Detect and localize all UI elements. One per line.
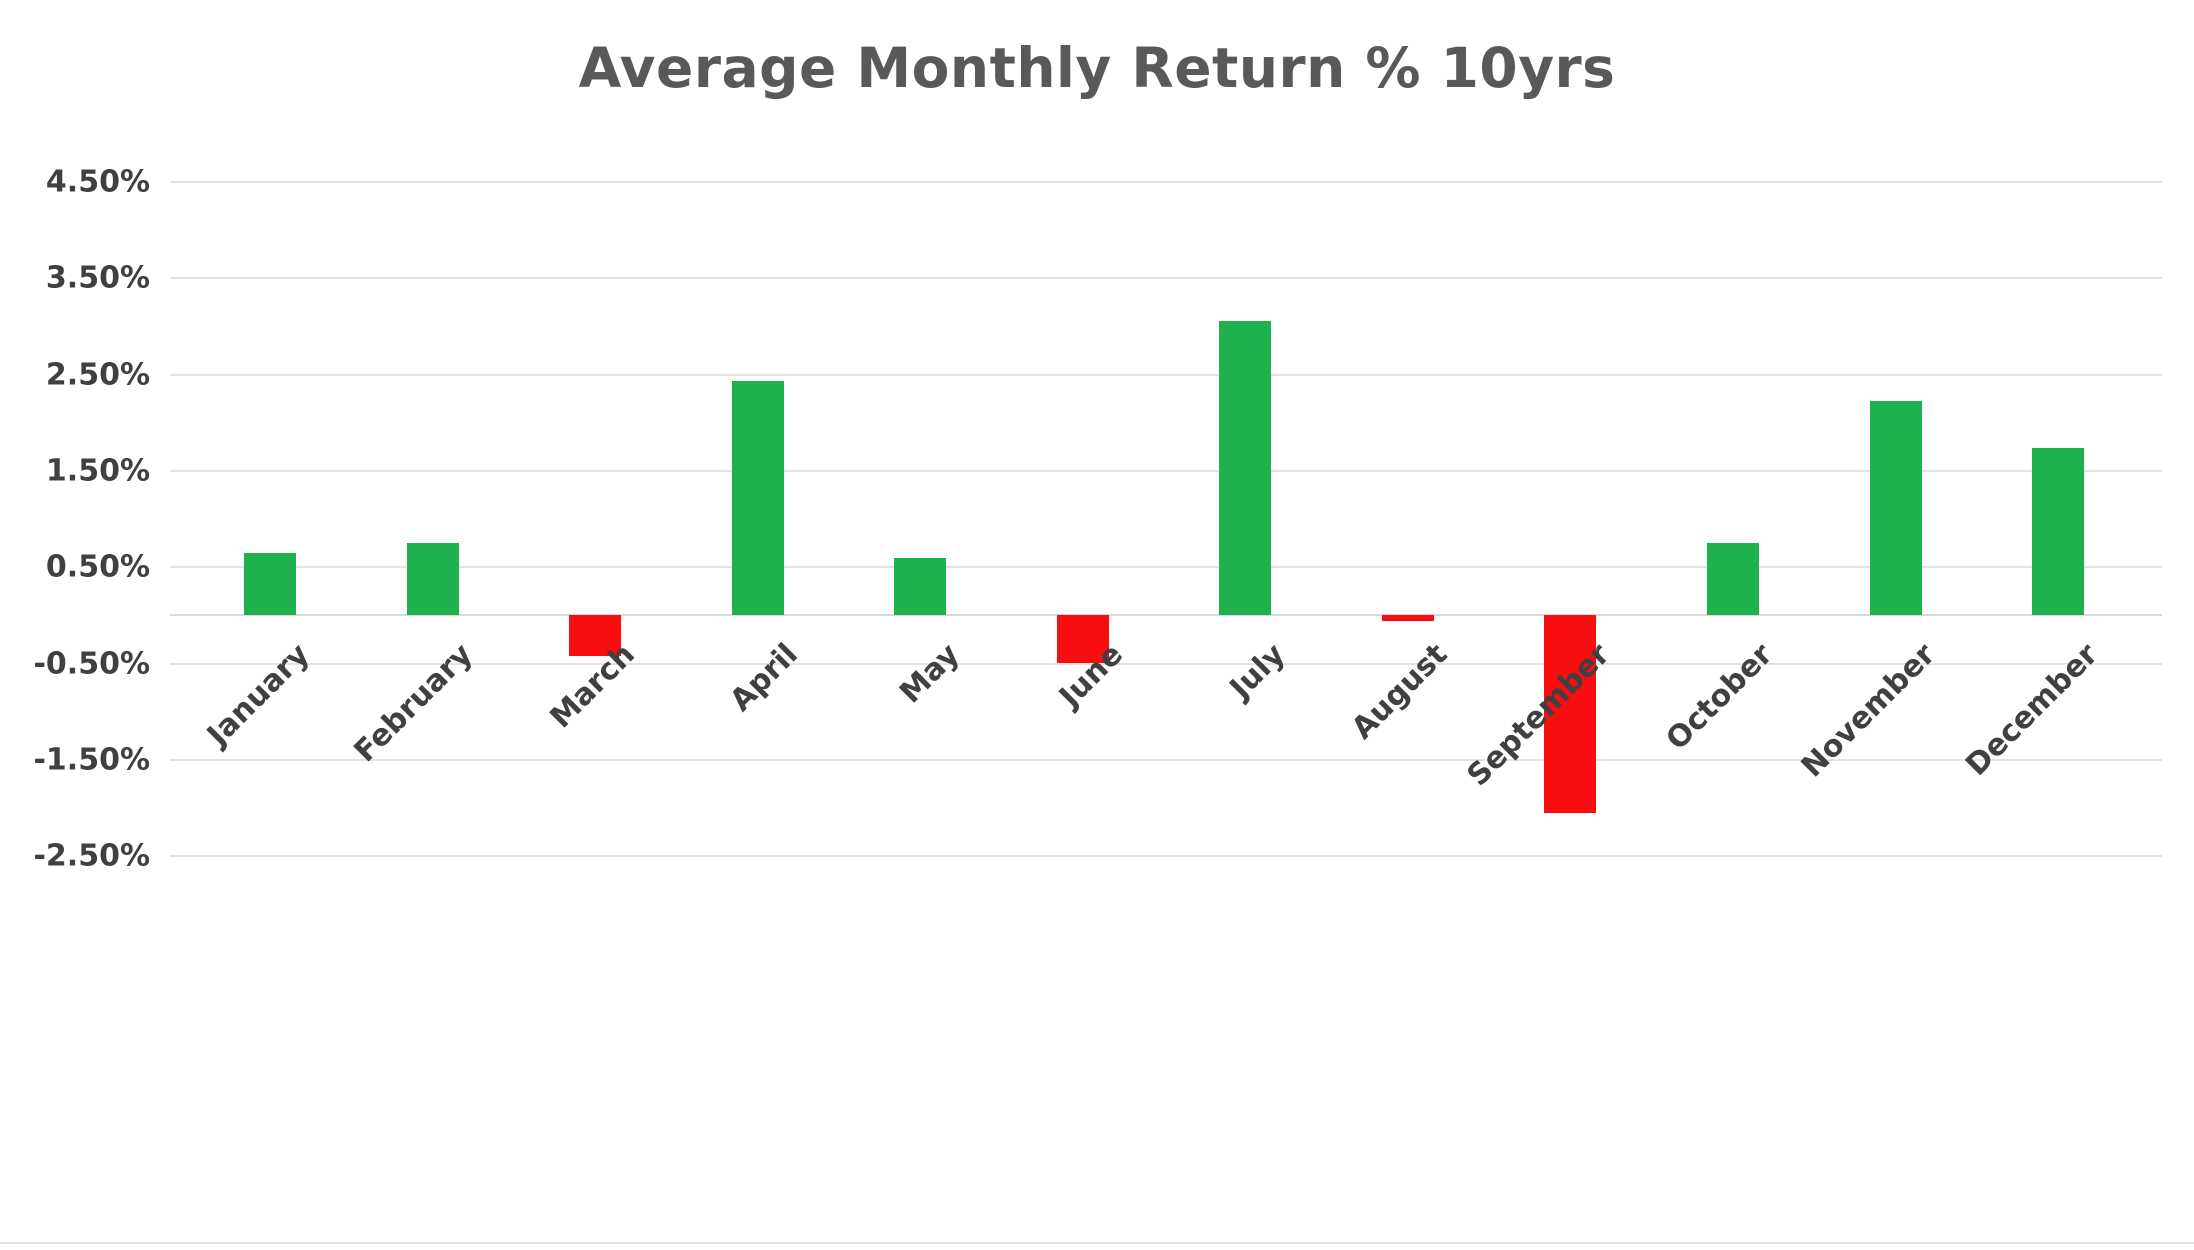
y-axis-tick-label: -2.50% bbox=[33, 838, 150, 874]
bar-may bbox=[894, 557, 947, 616]
x-axis-label: October bbox=[1659, 637, 1780, 758]
bar-october bbox=[1706, 543, 1759, 616]
bar-november bbox=[1869, 400, 1922, 616]
gridline bbox=[170, 373, 2162, 376]
y-axis-tick-label: 0.50% bbox=[45, 549, 150, 585]
y-axis-tick-label: -0.50% bbox=[33, 646, 150, 681]
y-axis-tick-label: -1.50% bbox=[33, 742, 150, 778]
x-axis-label: August bbox=[1345, 637, 1455, 747]
gridline bbox=[170, 662, 2162, 665]
bar-june bbox=[1056, 615, 1109, 664]
gridline bbox=[170, 181, 2162, 183]
x-axis-label: January bbox=[200, 637, 317, 754]
bar-july bbox=[1219, 320, 1272, 616]
bar-august bbox=[1381, 615, 1434, 622]
bottom-divider bbox=[0, 1242, 2194, 1244]
bar-december bbox=[2032, 447, 2085, 616]
x-axis-label: May bbox=[893, 637, 967, 711]
bar-february bbox=[406, 543, 459, 616]
chart-title: Average Monthly Return % 10yrs bbox=[578, 36, 1616, 100]
gridline bbox=[170, 855, 2162, 858]
bar-september bbox=[1544, 615, 1597, 813]
gridline bbox=[170, 469, 2162, 472]
gridline bbox=[170, 277, 2162, 280]
gridline bbox=[170, 566, 2162, 569]
x-axis-label: November bbox=[1794, 637, 1943, 785]
x-axis-label: December bbox=[1958, 637, 2105, 784]
y-axis-tick-label: 4.50% bbox=[45, 164, 150, 200]
x-axis-label: April bbox=[723, 637, 805, 719]
bar-april bbox=[731, 381, 784, 616]
gridline bbox=[170, 758, 2162, 761]
y-axis-tick-label: 1.50% bbox=[45, 453, 150, 489]
x-axis-label: February bbox=[347, 637, 480, 770]
x-axis-label: July bbox=[1223, 637, 1293, 707]
bar-january bbox=[244, 552, 296, 616]
x-axis-line bbox=[170, 614, 2162, 617]
y-axis-tick-label: 3.50% bbox=[45, 260, 150, 296]
bar-march bbox=[569, 615, 622, 656]
y-axis-tick-label: 2.50% bbox=[45, 357, 150, 393]
